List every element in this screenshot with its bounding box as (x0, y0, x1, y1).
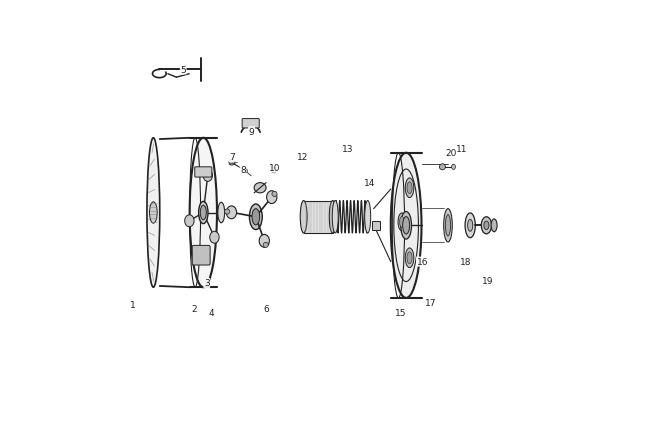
Bar (372, 222, 380, 230)
Text: 16: 16 (417, 257, 428, 267)
Ellipse shape (266, 191, 277, 204)
Circle shape (439, 164, 445, 170)
Text: 18: 18 (460, 257, 472, 267)
Ellipse shape (400, 217, 404, 228)
Ellipse shape (300, 201, 307, 233)
Ellipse shape (226, 207, 237, 219)
Ellipse shape (252, 209, 259, 225)
Text: 15: 15 (395, 308, 407, 318)
Ellipse shape (203, 170, 213, 182)
Ellipse shape (398, 213, 406, 231)
Ellipse shape (259, 235, 269, 248)
Ellipse shape (200, 206, 206, 220)
Ellipse shape (445, 215, 450, 236)
Ellipse shape (452, 165, 456, 170)
Text: 2: 2 (191, 304, 197, 314)
Ellipse shape (407, 252, 412, 264)
Ellipse shape (406, 248, 414, 268)
Circle shape (272, 192, 277, 197)
Ellipse shape (250, 204, 262, 230)
Text: 6: 6 (263, 304, 269, 314)
Text: 3: 3 (204, 279, 209, 288)
Ellipse shape (330, 201, 336, 233)
Text: 19: 19 (482, 276, 493, 286)
Text: 17: 17 (425, 298, 437, 307)
Text: 10: 10 (269, 164, 281, 173)
Circle shape (225, 210, 230, 215)
Text: 4: 4 (208, 308, 214, 318)
Circle shape (229, 160, 235, 166)
Ellipse shape (332, 201, 338, 233)
Circle shape (271, 167, 277, 173)
Text: 7: 7 (229, 153, 235, 162)
Text: 13: 13 (342, 144, 354, 154)
Ellipse shape (491, 219, 497, 232)
Text: 1: 1 (130, 300, 136, 309)
Ellipse shape (444, 209, 452, 242)
Ellipse shape (190, 138, 217, 288)
Ellipse shape (185, 215, 194, 227)
Text: 14: 14 (364, 178, 376, 188)
Ellipse shape (210, 232, 219, 244)
Ellipse shape (147, 138, 160, 288)
Ellipse shape (150, 202, 157, 224)
FancyBboxPatch shape (242, 119, 259, 129)
Ellipse shape (218, 203, 225, 223)
Circle shape (263, 243, 268, 248)
Ellipse shape (467, 220, 473, 232)
Ellipse shape (407, 182, 412, 194)
Ellipse shape (365, 201, 370, 233)
Ellipse shape (406, 178, 414, 198)
Ellipse shape (481, 217, 491, 234)
Text: 20: 20 (445, 149, 457, 158)
Text: 9: 9 (249, 127, 254, 137)
Bar (303, 201, 333, 233)
Ellipse shape (254, 183, 266, 193)
Text: 8: 8 (240, 166, 246, 175)
Ellipse shape (484, 222, 489, 230)
FancyBboxPatch shape (192, 246, 210, 265)
Text: 12: 12 (297, 153, 309, 162)
Circle shape (243, 169, 247, 173)
Ellipse shape (391, 153, 421, 298)
FancyBboxPatch shape (195, 167, 212, 178)
Ellipse shape (199, 202, 208, 224)
Text: 5: 5 (180, 66, 186, 75)
Ellipse shape (402, 217, 410, 234)
Ellipse shape (465, 213, 475, 238)
Ellipse shape (401, 212, 411, 239)
Text: 11: 11 (456, 144, 467, 154)
